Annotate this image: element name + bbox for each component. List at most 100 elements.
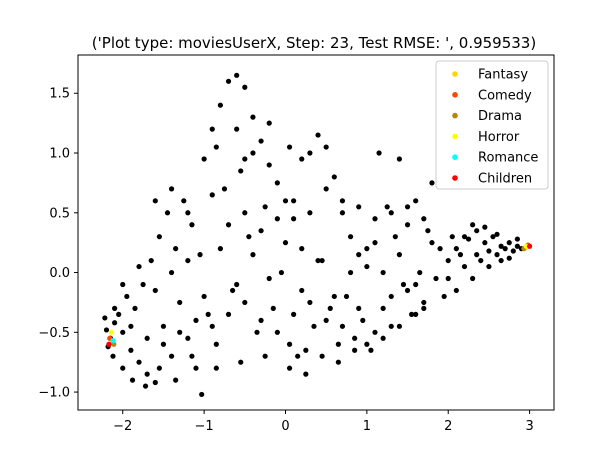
scatter-point xyxy=(173,377,179,383)
scatter-point xyxy=(445,257,451,264)
scatter-point xyxy=(307,150,313,156)
scatter-point xyxy=(396,323,402,329)
scatter-point xyxy=(307,299,313,306)
legend-label: Comedy xyxy=(478,88,532,103)
y-tick-label: 0.0 xyxy=(49,266,70,281)
legend-marker xyxy=(452,154,458,160)
scatter-point xyxy=(457,252,464,258)
scatter-point xyxy=(238,359,244,365)
scatter-point xyxy=(136,359,142,365)
scatter-point xyxy=(392,234,398,240)
y-tick-label: 0.5 xyxy=(49,206,70,221)
scatter-point xyxy=(225,222,232,228)
legend-marker xyxy=(452,71,458,77)
scatter-point xyxy=(193,365,199,371)
scatter-point xyxy=(124,293,130,300)
y-tick-label: −0.5 xyxy=(38,326,70,341)
x-axis: −2 −1 0 1 2 3 xyxy=(113,410,534,434)
chart-title: ('Plot type: moviesUserX, Step: 23, Test… xyxy=(92,34,536,52)
scatter-point xyxy=(213,365,219,371)
scatter-point xyxy=(429,180,435,186)
legend-label: Romance xyxy=(478,151,538,166)
scatter-point xyxy=(102,315,108,321)
scatter-point xyxy=(250,114,256,120)
scatter-point xyxy=(258,138,264,144)
scatter-point xyxy=(270,305,276,311)
y-axis: −1.0 −0.5 0.0 0.5 1.0 1.5 xyxy=(38,87,78,401)
scatter-point xyxy=(404,287,411,294)
scatter-point xyxy=(474,228,480,234)
scatter-point xyxy=(413,198,419,204)
scatter-point xyxy=(331,293,337,300)
scatter-point xyxy=(116,311,122,317)
scatter-point xyxy=(266,162,272,168)
legend-marker xyxy=(452,92,458,98)
scatter-point xyxy=(400,281,407,288)
scatter-point xyxy=(494,252,500,258)
scatter-point xyxy=(384,204,390,210)
scatter-point xyxy=(526,243,533,249)
scatter-point xyxy=(482,224,488,230)
legend-label: Horror xyxy=(478,130,520,145)
scatter-point xyxy=(413,311,419,317)
scatter-point xyxy=(282,198,289,204)
scatter-point xyxy=(339,210,346,216)
scatter-point xyxy=(352,347,358,353)
scatter-point xyxy=(110,353,116,359)
scatter-point xyxy=(327,305,333,311)
scatter-point xyxy=(266,120,272,126)
scatter-point xyxy=(173,246,179,252)
scatter-point xyxy=(347,234,354,240)
scatter-point xyxy=(201,293,207,300)
scatter-point xyxy=(364,341,370,347)
scatter-point xyxy=(217,246,223,252)
scatter-point xyxy=(156,234,162,240)
scatter-point xyxy=(230,287,236,294)
scatter-point xyxy=(205,311,211,317)
x-tick-label: −2 xyxy=(113,419,132,434)
scatter-point xyxy=(177,299,183,306)
scatter-point xyxy=(364,246,370,252)
scatter-point xyxy=(242,156,248,162)
x-tick-label: 0 xyxy=(281,419,289,434)
scatter-point xyxy=(352,335,358,341)
scatter-point xyxy=(303,347,309,353)
scatter-point xyxy=(490,234,496,240)
scatter-point xyxy=(291,198,297,204)
scatter-point xyxy=(274,216,280,222)
scatter-point xyxy=(335,341,341,347)
scatter-point xyxy=(168,353,175,359)
scatter-point xyxy=(506,240,512,246)
scatter-point xyxy=(185,257,191,264)
scatter-point xyxy=(437,246,443,252)
scatter-point xyxy=(108,329,114,335)
scatter-point xyxy=(514,243,520,249)
scatter-point xyxy=(152,379,158,386)
scatter-point xyxy=(152,287,158,294)
scatter-point xyxy=(478,257,484,264)
legend-marker xyxy=(452,112,458,119)
scatter-point xyxy=(250,150,256,156)
scatter-point xyxy=(242,210,248,216)
scatter-point xyxy=(453,287,459,294)
scatter-point xyxy=(274,329,280,335)
y-tick-label: 1.5 xyxy=(49,87,70,102)
legend-marker xyxy=(452,175,458,181)
scatter-point xyxy=(413,281,419,288)
scatter-point xyxy=(185,210,191,216)
scatter-point xyxy=(129,377,136,383)
scatter-point xyxy=(112,320,118,326)
scatter-point xyxy=(112,305,118,311)
scatter-point xyxy=(461,263,468,270)
scatter-point xyxy=(404,222,411,228)
scatter-point xyxy=(168,269,175,276)
scatter-point xyxy=(120,281,126,288)
scatter-point xyxy=(246,234,252,240)
scatter-point xyxy=(465,236,472,242)
scatter-point xyxy=(181,198,187,204)
scatter-point xyxy=(234,281,240,288)
scatter-point xyxy=(388,210,394,216)
scatter-point xyxy=(396,252,402,258)
scatter-point xyxy=(199,391,205,398)
scatter-point xyxy=(152,198,158,204)
